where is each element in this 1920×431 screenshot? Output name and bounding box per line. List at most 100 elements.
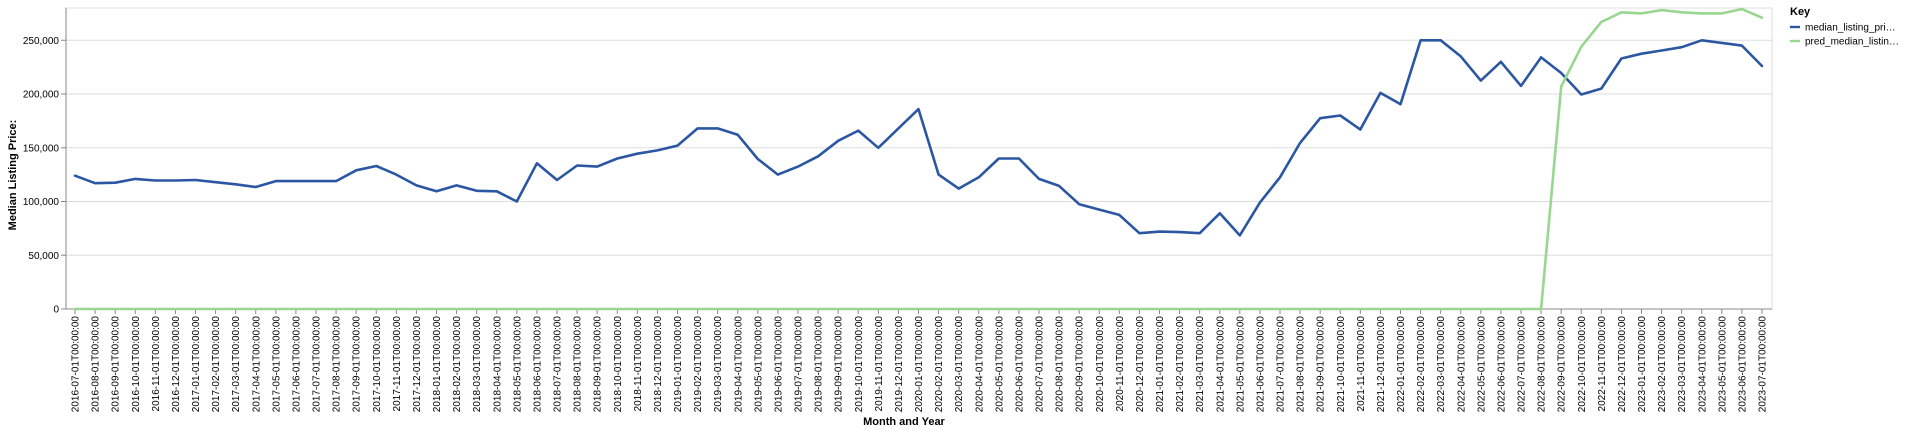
x-tick-label: 2021-07-01T00:00:00 bbox=[1276, 316, 1287, 413]
x-tick-label: 2019-12-01T00:00:00 bbox=[894, 316, 905, 413]
x-tick-label: 2017-12-01T00:00:00 bbox=[412, 316, 423, 413]
x-tick-label: 2019-06-01T00:00:00 bbox=[773, 316, 784, 413]
legend-title: Key bbox=[1790, 6, 1811, 18]
x-tick-label: 2020-08-01T00:00:00 bbox=[1055, 316, 1066, 413]
legend-entry-label: pred_median_listin… bbox=[1805, 37, 1899, 48]
x-tick-label: 2021-03-01T00:00:00 bbox=[1195, 316, 1206, 413]
x-tick-label: 2022-11-01T00:00:00 bbox=[1597, 316, 1608, 412]
x-tick-label: 2018-04-01T00:00:00 bbox=[492, 316, 503, 413]
x-tick-label: 2017-01-01T00:00:00 bbox=[191, 316, 202, 413]
x-tick-label: 2019-05-01T00:00:00 bbox=[753, 316, 764, 413]
x-tick-label: 2019-02-01T00:00:00 bbox=[693, 316, 704, 413]
series-line-2 bbox=[73, 7, 1764, 311]
x-tick-label: 2022-09-01T00:00:00 bbox=[1557, 316, 1568, 413]
x-tick-label: 2017-05-01T00:00:00 bbox=[271, 316, 282, 413]
x-tick-label: 2017-09-01T00:00:00 bbox=[352, 316, 363, 413]
y-tick-label: 50,000 bbox=[28, 251, 59, 262]
x-tick-label: 2016-09-01T00:00:00 bbox=[111, 316, 122, 413]
x-tick-label: 2018-08-01T00:00:00 bbox=[573, 316, 584, 413]
x-tick-label: 2016-11-01T00:00:00 bbox=[151, 316, 162, 412]
y-tick-label: 250,000 bbox=[23, 36, 60, 47]
y-tick-label: 0 bbox=[53, 305, 59, 316]
x-tick-label: 2022-06-01T00:00:00 bbox=[1496, 316, 1507, 413]
gridlines bbox=[65, 7, 1773, 310]
x-tick-label: 2017-07-01T00:00:00 bbox=[312, 316, 323, 413]
x-tick-label: 2018-10-01T00:00:00 bbox=[613, 316, 624, 413]
legend-entry-label: median_listing_pri… bbox=[1805, 23, 1896, 34]
x-tick-label: 2018-03-01T00:00:00 bbox=[472, 316, 483, 413]
x-tick-label: 2022-08-01T00:00:00 bbox=[1537, 316, 1548, 413]
x-tick-label: 2017-03-01T00:00:00 bbox=[231, 316, 242, 413]
x-tick-label: 2016-07-01T00:00:00 bbox=[71, 316, 82, 413]
y-tick-label: 200,000 bbox=[23, 90, 60, 101]
x-tick-label: 2021-01-01T00:00:00 bbox=[1155, 316, 1166, 413]
x-tick-label: 2021-11-01T00:00:00 bbox=[1356, 316, 1367, 412]
x-tick-label: 2018-06-01T00:00:00 bbox=[532, 316, 543, 413]
x-axis: 2016-07-01T00:00:00 2016-08-01T00:00:00 20… bbox=[66, 308, 1772, 413]
x-tick-label: 2017-02-01T00:00:00 bbox=[211, 316, 222, 413]
y-tick-label: 100,000 bbox=[23, 197, 60, 208]
x-tick-label: 2020-10-01T00:00:00 bbox=[1095, 316, 1106, 413]
y-tick-label: 150,000 bbox=[23, 143, 60, 154]
x-tick-label: 2018-02-01T00:00:00 bbox=[452, 316, 463, 413]
x-tick-label: 2021-04-01T00:00:00 bbox=[1215, 316, 1226, 413]
x-tick-label: 2022-02-01T00:00:00 bbox=[1416, 316, 1427, 413]
x-tick-label: 2018-11-01T00:00:00 bbox=[633, 316, 644, 412]
x-tick-label: 2021-05-01T00:00:00 bbox=[1235, 316, 1246, 413]
x-tick-label: 2021-10-01T00:00:00 bbox=[1336, 316, 1347, 413]
x-tick-label: 2022-07-01T00:00:00 bbox=[1517, 316, 1528, 413]
x-tick-label: 2023-01-01T00:00:00 bbox=[1637, 316, 1648, 413]
y-axis: 0 50,000 100,000 150,000 200,000 250,000 bbox=[23, 8, 67, 316]
x-tick-label: 2019-01-01T00:00:00 bbox=[673, 316, 684, 413]
x-tick-label: 2020-11-01T00:00:00 bbox=[1115, 316, 1126, 412]
x-tick-label: 2021-08-01T00:00:00 bbox=[1296, 316, 1307, 413]
x-tick-label: 2023-03-01T00:00:00 bbox=[1677, 316, 1688, 413]
y-axis-title: Median Listing Price: bbox=[7, 120, 19, 231]
x-tick-label: 2020-09-01T00:00:00 bbox=[1075, 316, 1086, 413]
x-tick-label: 2018-01-01T00:00:00 bbox=[432, 316, 443, 413]
x-tick-label: 2016-08-01T00:00:00 bbox=[91, 316, 102, 413]
x-tick-label: 2018-07-01T00:00:00 bbox=[553, 316, 564, 413]
x-tick-label: 2022-05-01T00:00:00 bbox=[1476, 316, 1487, 413]
x-tick-label: 2017-04-01T00:00:00 bbox=[251, 316, 262, 413]
x-axis-title: Month and Year bbox=[863, 416, 945, 428]
x-tick-label: 2016-10-01T00:00:00 bbox=[131, 316, 142, 413]
x-tick-label: 2020-03-01T00:00:00 bbox=[954, 316, 965, 413]
x-tick-label: 2022-04-01T00:00:00 bbox=[1456, 316, 1467, 413]
x-tick-label: 2022-01-01T00:00:00 bbox=[1396, 316, 1407, 413]
x-tick-label: 2019-10-01T00:00:00 bbox=[854, 316, 865, 413]
x-tick-label: 2020-06-01T00:00:00 bbox=[1014, 316, 1025, 413]
x-tick-label: 2023-07-01T00:00:00 bbox=[1758, 316, 1769, 413]
x-tick-label: 2018-05-01T00:00:00 bbox=[512, 316, 523, 413]
x-tick-label: 2022-03-01T00:00:00 bbox=[1436, 316, 1447, 413]
x-tick-label: 2021-02-01T00:00:00 bbox=[1175, 316, 1186, 413]
x-tick-label: 2022-12-01T00:00:00 bbox=[1617, 316, 1628, 413]
x-tick-label: 2019-07-01T00:00:00 bbox=[794, 316, 805, 413]
x-tick-label: 2022-10-01T00:00:00 bbox=[1577, 316, 1588, 413]
legend: Key median_listing_pri… pred_median_listi… bbox=[1790, 6, 1899, 48]
x-tick-label: 2020-12-01T00:00:00 bbox=[1135, 316, 1146, 413]
series-layer bbox=[73, 7, 1764, 311]
x-tick-label: 2021-12-01T00:00:00 bbox=[1376, 316, 1387, 413]
x-tick-label: 2019-04-01T00:00:00 bbox=[733, 316, 744, 413]
x-tick-label: 2017-08-01T00:00:00 bbox=[332, 316, 343, 413]
x-tick-label: 2019-08-01T00:00:00 bbox=[814, 316, 825, 413]
x-tick-label: 2019-11-01T00:00:00 bbox=[874, 316, 885, 412]
plot-frame bbox=[65, 7, 1773, 310]
x-tick-label: 2020-04-01T00:00:00 bbox=[974, 316, 985, 413]
x-tick-label: 2020-01-01T00:00:00 bbox=[914, 316, 925, 413]
x-tick-label: 2023-05-01T00:00:00 bbox=[1717, 316, 1728, 413]
x-tick-label: 2023-06-01T00:00:00 bbox=[1737, 316, 1748, 413]
x-tick-label: 2021-06-01T00:00:00 bbox=[1255, 316, 1266, 413]
x-tick-label: 2019-09-01T00:00:00 bbox=[834, 316, 845, 413]
x-tick-label: 2020-05-01T00:00:00 bbox=[994, 316, 1005, 413]
x-tick-label: 2020-02-01T00:00:00 bbox=[934, 316, 945, 413]
x-tick-label: 2023-04-01T00:00:00 bbox=[1697, 316, 1708, 413]
x-tick-label: 2020-07-01T00:00:00 bbox=[1035, 316, 1046, 413]
x-tick-label: 2018-09-01T00:00:00 bbox=[593, 316, 604, 413]
x-tick-label: 2017-10-01T00:00:00 bbox=[372, 316, 383, 413]
x-tick-label: 2016-12-01T00:00:00 bbox=[171, 316, 182, 413]
series-line-1 bbox=[73, 38, 1764, 237]
x-tick-label: 2017-11-01T00:00:00 bbox=[392, 316, 403, 412]
